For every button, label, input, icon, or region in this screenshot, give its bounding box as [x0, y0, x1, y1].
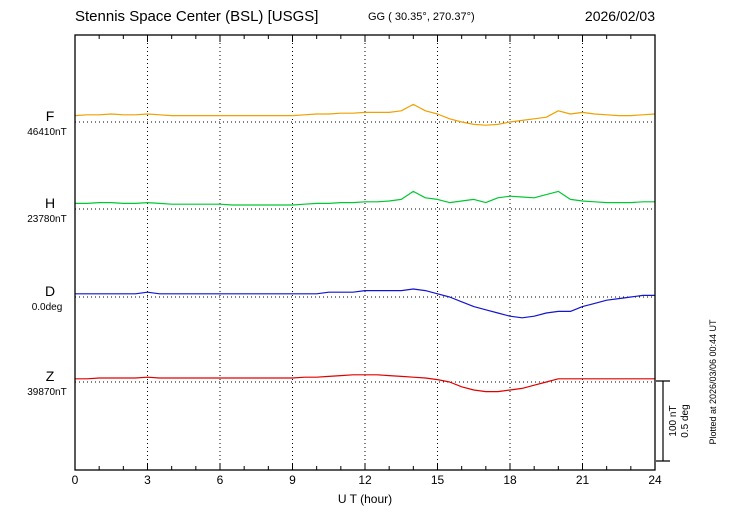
series-baseline-f: 46410nT [27, 127, 66, 138]
plot-frame [74, 34, 656, 471]
scale-bar-bracket [656, 380, 670, 462]
x-tick-18: 18 [503, 473, 517, 487]
series-label-f: F [46, 108, 55, 124]
x-tick-21: 21 [576, 473, 590, 487]
series-line-F [74, 103, 656, 126]
series-line-D [75, 288, 655, 319]
plotted-at-note: Plotted at 2026/03/06 00:44 UT [708, 319, 718, 445]
x-tick-9: 9 [289, 473, 296, 487]
plot-coordinates: GG ( 30.35°, 270.37°) [368, 11, 475, 23]
series-label-h: H [45, 195, 55, 211]
x-tick-3: 3 [144, 473, 151, 487]
plot-area [74, 34, 656, 471]
x-tick-6: 6 [217, 473, 224, 487]
x-tick-0: 0 [72, 473, 79, 487]
scale-bar-nt-label: 100 nT [668, 405, 679, 436]
series-label-d: D [45, 283, 55, 299]
plot-title: Stennis Space Center (BSL) [USGS] [75, 8, 318, 25]
series-baseline-z: 39870nT [27, 387, 66, 398]
scale-bar-deg-label: 0.5 deg [680, 404, 691, 437]
x-tick-12: 12 [358, 473, 372, 487]
plot-date: 2026/02/03 [585, 8, 655, 24]
x-axis-label: U T (hour) [338, 492, 392, 506]
series-baseline-h: 23780nT [27, 214, 66, 225]
x-tick-24: 24 [648, 473, 662, 487]
x-tick-15: 15 [431, 473, 445, 487]
series-line-Z [75, 374, 655, 393]
series-baseline-d: 0.0deg [32, 302, 63, 313]
series-label-z: Z [46, 368, 55, 384]
series-line-H [75, 190, 655, 206]
